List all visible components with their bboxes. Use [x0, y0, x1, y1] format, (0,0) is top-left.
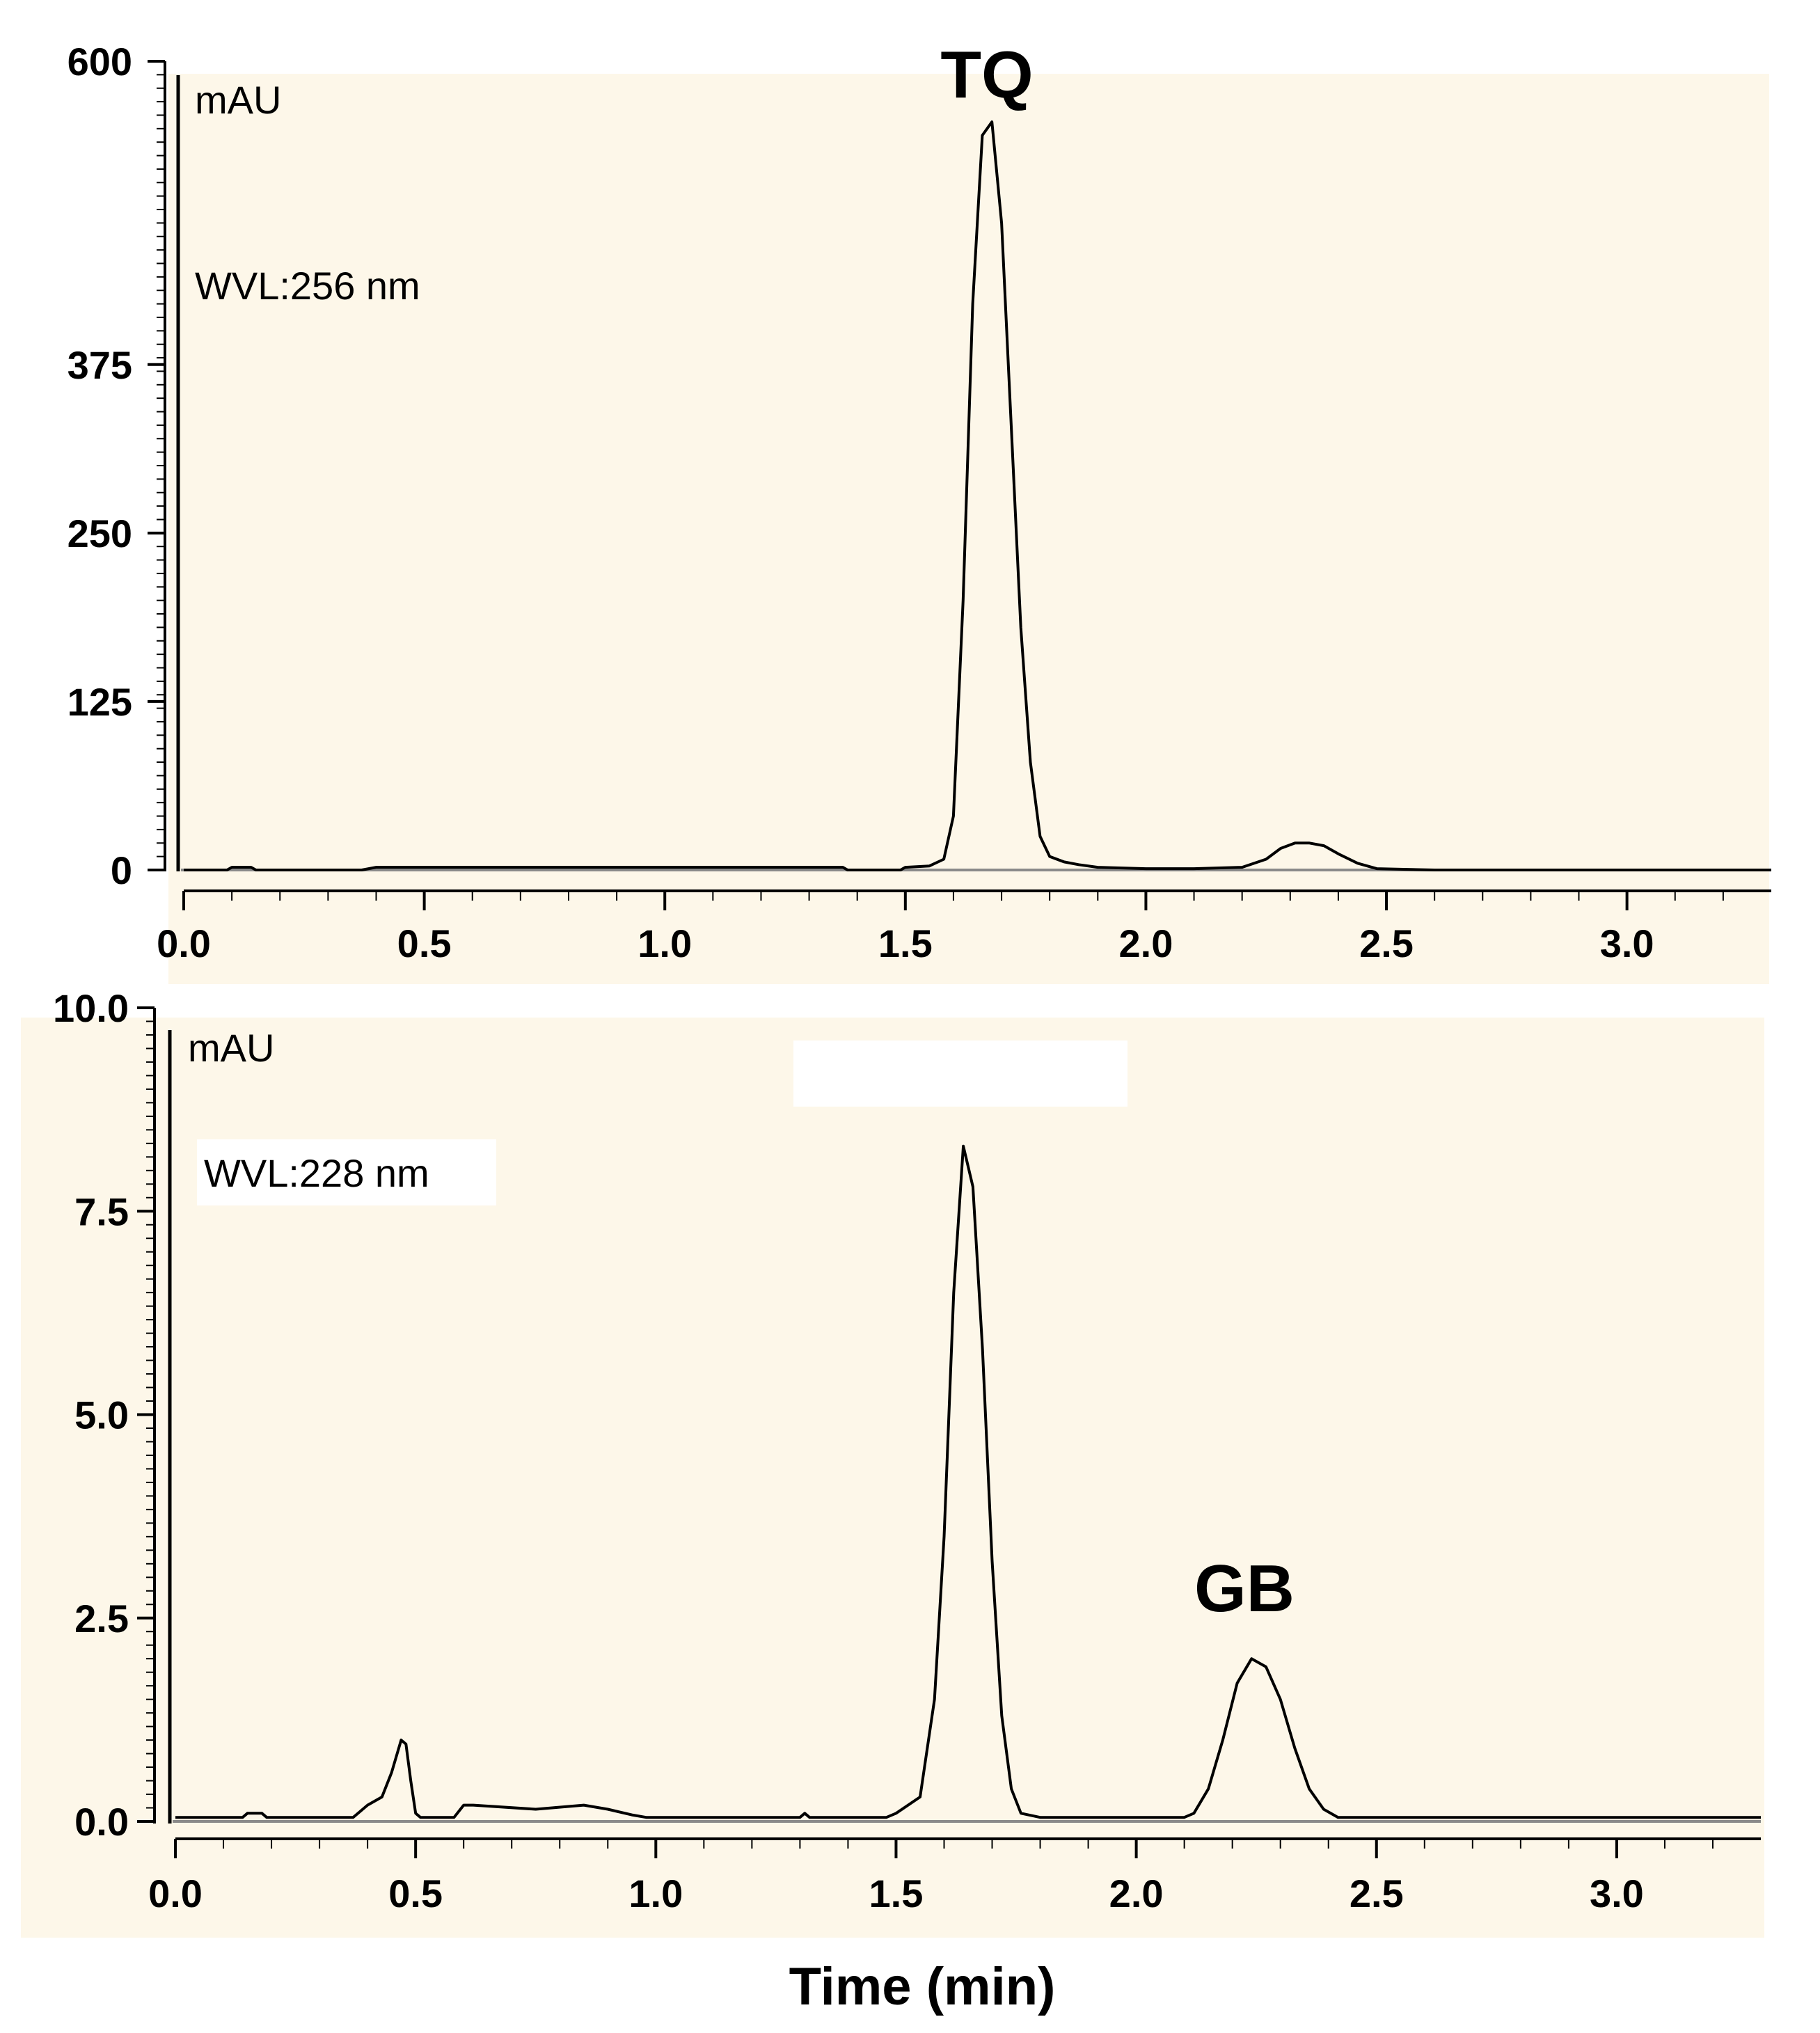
x-ticks-228nm: 0.0 0.5 1.0 1.5 2.0 2.5 3.0	[148, 1839, 1714, 1915]
x-tick-label: 0.0	[157, 921, 211, 965]
y-ticks-228nm: 0.0 2.5 5.0 7.5 10.0	[53, 986, 155, 1844]
y-unit-label-256nm: mAU	[195, 78, 281, 122]
wavelength-label-bg	[197, 1139, 496, 1205]
x-tick-label: 2.0	[1109, 1872, 1164, 1915]
chromatogram-panel-228nm: 0.0 2.5 5.0 7.5 10.0 0.0 0.5 1.0 1.5 2.0 2.5 3.0 m…	[21, 986, 1764, 1938]
y-tick-label: 7.5	[74, 1189, 129, 1233]
x-tick-label: 1.0	[638, 921, 692, 965]
x-tick-label: 3.0	[1590, 1872, 1644, 1915]
plot-area-256nm	[168, 74, 1769, 984]
chromatogram-trace-256nm	[184, 120, 1771, 871]
x-tick-label: 0.5	[397, 921, 452, 965]
x-tick-label: 3.0	[1600, 921, 1654, 965]
y-tick-label: 600	[68, 40, 132, 84]
y-tick-label: 2.5	[74, 1597, 129, 1640]
x-tick-label: 1.5	[869, 1872, 924, 1915]
x-tick-label: 2.5	[1350, 1872, 1404, 1915]
x-tick-label: 2.5	[1359, 921, 1414, 965]
peak-label-gb: GB	[1194, 1551, 1295, 1626]
label-mask	[793, 1041, 1127, 1107]
y-tick-label: 0	[111, 848, 132, 892]
y-tick-label: 10.0	[53, 986, 129, 1030]
wavelength-label-228nm: WVL:228 nm	[204, 1151, 429, 1195]
x-tick-label: 0.5	[388, 1872, 443, 1915]
y-unit-label-228nm: mAU	[188, 1026, 274, 1070]
peak-label-tq: TQ	[940, 38, 1033, 112]
y-tick-label: 125	[68, 680, 132, 724]
x-ticks-256nm: 0.0 0.5 1.0 1.5 2.0 2.5 3.0	[157, 891, 1724, 965]
y-tick-label: 5.0	[74, 1393, 129, 1437]
wavelength-label-256nm: WVL:256 nm	[195, 264, 420, 308]
y-ticks-256nm: 0 125 250 375 600	[68, 40, 165, 892]
y-tick-label: 250	[68, 512, 132, 555]
chromatogram-trace-228nm	[175, 1144, 1761, 1819]
x-axis-title: Time (min)	[789, 1957, 1056, 2016]
y-tick-label: 0.0	[74, 1800, 129, 1844]
y-tick-label: 375	[68, 343, 132, 387]
x-tick-label: 1.5	[878, 921, 933, 965]
x-tick-label: 2.0	[1118, 921, 1173, 965]
x-tick-label: 0.0	[148, 1872, 203, 1915]
x-tick-label: 1.0	[628, 1872, 683, 1915]
